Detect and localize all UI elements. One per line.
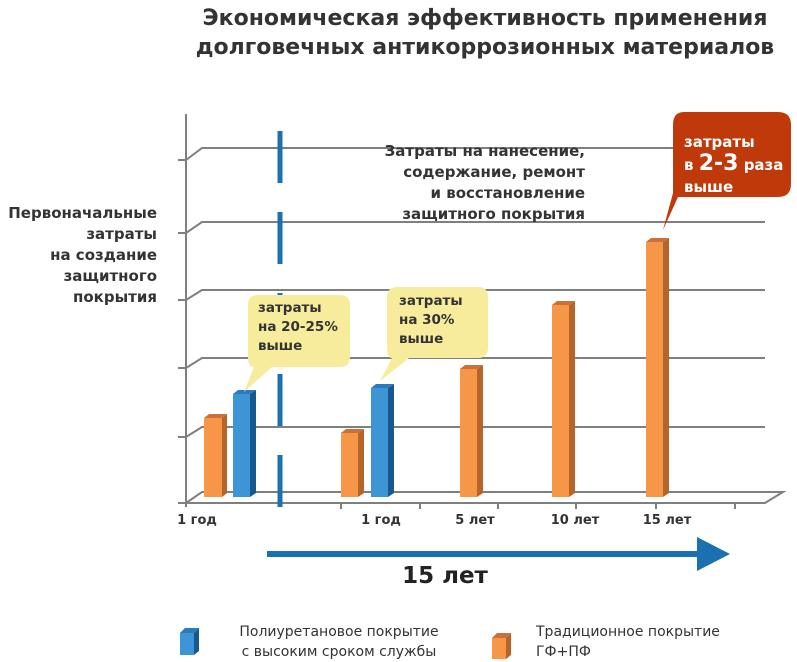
y-label-line: затраты xyxy=(86,225,157,243)
x-tick-label: 1 год xyxy=(361,513,401,528)
callout-line: на 20-25% xyxy=(258,319,338,335)
callout-text-20-25: затраты на 20-25% выше xyxy=(258,299,338,356)
x-tick-label: 15 лет xyxy=(642,513,692,528)
legend-line: Полиуретановое покрытие xyxy=(239,624,439,640)
callout-bubble-20-25 xyxy=(244,295,350,392)
cost-note: Затраты на нанесение, содержание, ремонт… xyxy=(352,141,585,225)
y-label-line: на создание xyxy=(50,246,157,264)
x-tick-label: 5 лет xyxy=(455,513,495,528)
title-line-1: Экономическая эффективность применения xyxy=(202,6,768,31)
note-line: и восстановление xyxy=(430,184,586,202)
period-label: 15 лет xyxy=(402,563,488,589)
bar-orange-10yr xyxy=(552,301,575,497)
callout-line: выше xyxy=(258,338,303,354)
bar-orange-1yr xyxy=(341,429,364,497)
bar-orange-15yr xyxy=(646,238,669,497)
note-line: Затраты на нанесение, xyxy=(384,142,585,160)
note-line: защитного покрытия xyxy=(402,205,585,223)
callout-text-2-3x: затраты в 2-3 раза выше xyxy=(684,131,783,198)
chart-title: Экономическая эффективность применения д… xyxy=(180,4,790,62)
callout-text-30: затраты на 30% выше xyxy=(399,292,463,349)
callout-suffix: раза xyxy=(738,156,784,174)
callout-bubble-30 xyxy=(380,287,488,381)
y-label-line: защитного xyxy=(63,267,157,285)
callout-line: на 30% xyxy=(399,312,455,328)
legend-line: с высоким сроком службы xyxy=(241,644,437,660)
legend-item-polyurethane: Полиуретановое покрытие с высоким сроком… xyxy=(214,622,464,662)
callout-line: затраты xyxy=(399,293,463,309)
callout-emphasis: 2-3 xyxy=(698,151,739,176)
bar-orange-5yr xyxy=(460,365,483,497)
legend-line: ГФ+ПФ xyxy=(536,644,591,660)
y-axis-label: Первоначальные затраты на создание защит… xyxy=(0,203,157,308)
y-label-line: покрытия xyxy=(73,288,157,306)
title-line-2: долговечных антикоррозионных материалов xyxy=(195,35,775,60)
callout-prefix: в xyxy=(684,156,699,174)
callout-bubble-2-3x xyxy=(663,112,791,230)
callout-line: выше xyxy=(399,331,444,347)
period-arrow xyxy=(267,537,730,571)
bar-orange-1yr-initial xyxy=(204,414,227,497)
y-label-line: Первоначальные xyxy=(8,204,157,222)
legend-item-traditional: Традиционное покрытие ГФ+ПФ xyxy=(536,622,766,662)
bar-blue-1yr xyxy=(371,384,394,497)
x-tick-label: 10 лет xyxy=(550,513,600,528)
legend-swatch-blue xyxy=(180,628,199,655)
bar-blue-1yr-initial xyxy=(233,390,256,497)
callout-line: затраты xyxy=(258,300,322,316)
callout-line: затраты xyxy=(684,133,755,151)
legend-line: Традиционное покрытие xyxy=(536,624,720,640)
x-tick-label: 1 год xyxy=(177,513,217,528)
callout-line: в 2-3 раза xyxy=(684,153,783,176)
note-line: содержание, ремонт xyxy=(403,163,585,181)
callout-line: выше xyxy=(684,178,734,196)
legend-swatch-orange xyxy=(492,633,511,659)
